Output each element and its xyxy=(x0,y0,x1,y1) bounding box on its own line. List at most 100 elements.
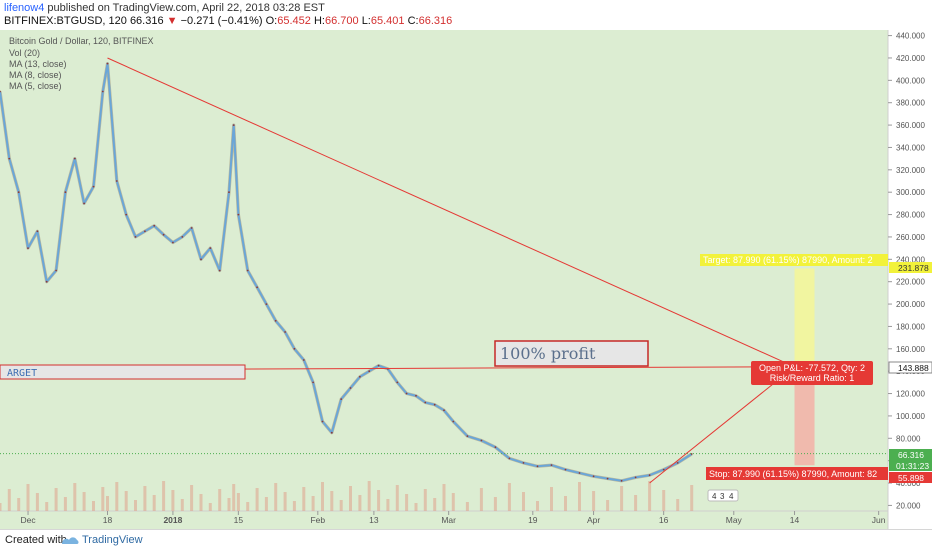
open-pnl-label: Open P&L: -77.572, Qty: 2 xyxy=(759,363,865,373)
profit-box[interactable]: 100% profit xyxy=(494,340,649,367)
tradingview-brand[interactable]: TradingView xyxy=(82,534,143,546)
volume-bar xyxy=(63,497,67,511)
badge-target-price: 231.878 xyxy=(898,263,929,273)
close-label: C: xyxy=(407,15,419,27)
position-info-box[interactable]: Open P&L: -77.572, Qty: 2 Risk/Reward Ra… xyxy=(751,361,873,385)
publisher-name[interactable]: lifenow4 xyxy=(4,2,45,14)
badge-entry-price: 143.888 xyxy=(898,363,929,373)
data-point xyxy=(578,472,581,474)
data-point xyxy=(312,381,314,384)
tradingview-logo-icon xyxy=(62,537,79,544)
volume-bar xyxy=(171,490,175,511)
low-label: L: xyxy=(361,15,371,27)
volume-bar xyxy=(180,499,184,511)
volume-bar xyxy=(414,503,418,511)
publish-line: lifenow4 published on TradingView.com, A… xyxy=(4,2,325,14)
entry-trendline xyxy=(649,366,795,484)
data-point xyxy=(606,477,609,480)
volume-bar xyxy=(54,488,58,511)
data-point xyxy=(265,303,268,305)
data-point xyxy=(190,227,193,229)
volume-bar xyxy=(73,483,77,511)
y-tick-label: 180.000 xyxy=(896,322,925,331)
data-point xyxy=(377,364,380,367)
volume-bar xyxy=(302,487,306,511)
data-point xyxy=(27,247,29,250)
data-point xyxy=(92,185,95,188)
y-tick-label: 300.000 xyxy=(896,188,925,197)
published-text: published on TradingView.com, April 22, … xyxy=(47,2,325,14)
y-tick-label: 120.000 xyxy=(896,390,925,399)
current-price: 66.316 xyxy=(129,15,164,27)
x-tick-label: 18 xyxy=(103,515,113,525)
volume-bars xyxy=(0,481,694,511)
stop-label-box[interactable]: Stop: 87.990 (61.15%) 87990, Amount: 82 xyxy=(706,467,888,480)
x-tick-label: 15 xyxy=(234,515,244,525)
y-tick-label: 400.000 xyxy=(896,76,925,85)
y-tick-label: 240.000 xyxy=(896,255,925,264)
legend-vol: Vol (20) xyxy=(9,48,40,58)
data-point xyxy=(443,409,445,412)
ohlc-line: BITFINEX:BTGUSD, 120 66.316 ▼ −0.271 (−0… xyxy=(4,15,452,27)
chart-legend: Bitcoin Gold / Dollar, 120, BITFINEX Vol… xyxy=(9,36,154,91)
data-point xyxy=(232,124,235,126)
y-tick-label: 160.000 xyxy=(896,345,925,354)
data-point xyxy=(368,370,371,373)
y-tick-label: 440.000 xyxy=(896,32,925,41)
x-tick-label: Jun xyxy=(872,515,886,525)
trendlines[interactable] xyxy=(0,57,888,484)
volume-bar xyxy=(0,503,2,511)
data-point xyxy=(0,90,1,93)
data-point xyxy=(494,446,497,449)
data-point xyxy=(144,230,146,233)
x-tick-label: Feb xyxy=(310,515,325,525)
volume-bar xyxy=(377,490,381,511)
volume-bar xyxy=(405,494,409,511)
volume-bar xyxy=(208,503,212,511)
volume-bar xyxy=(35,493,39,511)
volume-bar xyxy=(264,497,268,511)
data-point xyxy=(293,347,296,350)
time-axis[interactable]: Dec 18 2018 15 Feb 13 Mar 19 Apr 16 May 14 Jun xyxy=(20,511,886,525)
x-tick-label: May xyxy=(726,515,743,525)
data-point xyxy=(522,462,525,464)
data-point xyxy=(55,269,57,272)
y-tick-label: 320.000 xyxy=(896,166,925,175)
y-tick-label: 360.000 xyxy=(896,121,925,130)
zoom-badge-3[interactable]: 4 xyxy=(729,492,734,501)
y-tick-label: 380.000 xyxy=(896,99,925,108)
legend-ma8: MA (8, close) xyxy=(9,70,62,80)
target-box[interactable]: ARGET xyxy=(0,364,246,380)
data-point xyxy=(73,157,76,160)
volume-bar xyxy=(634,495,638,511)
risk-reward-label: Risk/Reward Ratio: 1 xyxy=(770,373,855,383)
data-point xyxy=(321,420,324,423)
data-point xyxy=(45,280,48,283)
data-point xyxy=(125,213,128,216)
volume-bar xyxy=(92,501,95,511)
target-zone xyxy=(794,268,815,367)
zoom-badge-2[interactable]: 3 xyxy=(720,492,725,501)
volume-bar xyxy=(232,484,236,511)
data-point xyxy=(228,191,230,194)
volume-bar xyxy=(255,488,259,511)
volume-bar xyxy=(45,502,49,511)
y-tick-label: 420.000 xyxy=(896,54,925,63)
volume-bar xyxy=(423,489,427,511)
zoom-badges[interactable]: 4 3 4 xyxy=(707,489,739,502)
data-point xyxy=(405,392,408,395)
chart-svg[interactable]: 20.00040.00060.00080.000100.000120.00014… xyxy=(0,30,932,529)
data-point xyxy=(433,403,436,406)
data-point xyxy=(209,247,212,250)
volume-bar xyxy=(339,500,343,511)
badge-last-price: 66.316 xyxy=(898,450,924,460)
axis-badges: 231.878 143.888 66.316 01:31:23 55.898 xyxy=(888,262,932,483)
high-value: 66.700 xyxy=(324,15,359,27)
target-label-box[interactable]: Target: 87.990 (61.15%) 87990, Amount: 2 xyxy=(700,254,888,266)
data-point xyxy=(134,236,137,238)
open-label: O: xyxy=(265,15,278,27)
y-tick-label: 260.000 xyxy=(896,233,925,242)
zoom-badge-1[interactable]: 4 xyxy=(712,492,717,501)
down-arrow-icon: ▼ xyxy=(166,15,178,27)
volume-bar xyxy=(536,501,539,511)
